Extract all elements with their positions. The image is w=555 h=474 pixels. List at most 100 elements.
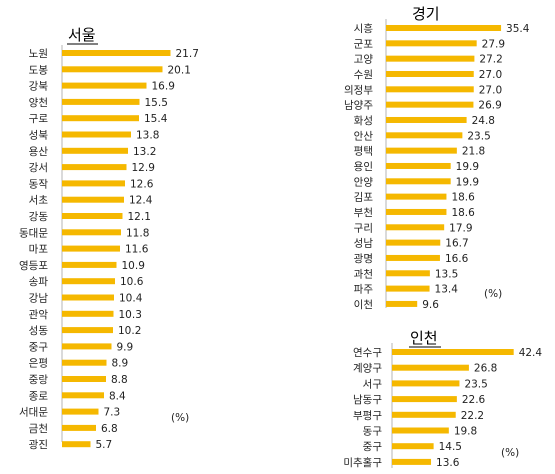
- seoul-bar: [62, 98, 140, 105]
- seoul-bar: [62, 245, 120, 252]
- seoul-value-label: 12.6: [130, 178, 154, 190]
- gyeonggi-category-label: 수원: [354, 69, 373, 81]
- incheon-value-label: 19.8: [454, 426, 477, 438]
- seoul-value-label: 13.8: [136, 130, 159, 142]
- seoul-bar: [62, 376, 106, 382]
- seoul-category-label: 성동: [29, 325, 49, 337]
- gyeonggi-category-label: 성남: [354, 238, 374, 250]
- gyeonggi-category-label: 김포: [354, 192, 374, 204]
- incheon-value-label: 13.6: [436, 457, 460, 469]
- gyeonggi-value-label: 13.4: [435, 284, 459, 296]
- gyeonggi-bar: [386, 193, 447, 200]
- gyeonggi-value-label: 16.6: [445, 253, 469, 265]
- incheon-title: 인천: [410, 329, 438, 347]
- gyeonggi-bar: [386, 178, 451, 185]
- incheon-category-label: 미추홀구: [343, 456, 382, 469]
- incheon-category-label: 서구: [363, 378, 383, 390]
- gyeonggi-category-label: 평택: [354, 146, 373, 158]
- incheon-value-label: 23.5: [464, 378, 487, 390]
- gyeonggi-category-label: 구리: [354, 222, 373, 234]
- gyeonggi-bar: [386, 116, 467, 123]
- gyeonggi-value-label: 19.9: [456, 161, 479, 173]
- gyeonggi-category-label: 고양: [354, 54, 374, 66]
- seoul-category-label: 종로: [29, 390, 49, 402]
- seoul-value-label: 9.9: [117, 341, 134, 353]
- incheon-bar: [392, 411, 456, 418]
- seoul-value-label: 10.3: [119, 309, 142, 321]
- seoul-value-label: 8.9: [112, 358, 129, 370]
- gyeonggi-value-label: 16.7: [445, 238, 468, 250]
- seoul-bar: [62, 164, 127, 171]
- seoul-value-label: 15.4: [144, 113, 168, 125]
- seoul-category-label: 강남: [29, 293, 49, 305]
- seoul-bar: [62, 441, 91, 448]
- incheon-bar: [392, 349, 514, 355]
- seoul-value-label: 7.3: [104, 407, 121, 419]
- seoul-value-label: 10.6: [120, 276, 144, 288]
- gyeonggi-category-label: 용인: [354, 161, 373, 173]
- seoul-bar: [62, 196, 124, 203]
- gyeonggi-value-label: 27.0: [479, 69, 502, 81]
- incheon-bar: [392, 364, 469, 371]
- seoul-value-label: 16.9: [152, 81, 175, 93]
- gyeonggi-bar: [386, 86, 474, 93]
- gyeonggi-category-label: 화성: [354, 115, 373, 127]
- seoul-value-label: 10.4: [119, 293, 143, 305]
- seoul-category-label: 양천: [29, 97, 48, 109]
- gyeonggi-value-label: 21.8: [462, 146, 485, 158]
- incheon-bars: 연수구 42.4 계양구 26.8 서구 23.5 남동구 22.6 부평구 22.2 동구 19.8…: [343, 347, 542, 469]
- gyeonggi-category-label: 광명: [354, 253, 373, 265]
- seoul-panel: 서울 노원 21.7 도봉 20.1 강북 16.9 양천 15.5 구로 15.4 성북 13.8 용…: [19, 26, 199, 451]
- seoul-category-label: 구로: [29, 113, 49, 125]
- gyeonggi-bar: [386, 55, 475, 62]
- incheon-unit: (%): [501, 447, 519, 459]
- incheon-value-label: 26.8: [474, 363, 497, 375]
- gyeonggi-bar: [386, 285, 430, 292]
- gyeonggi-value-label: 27.2: [479, 54, 502, 66]
- seoul-category-label: 성북: [29, 130, 49, 142]
- gyeonggi-bar: [386, 270, 430, 277]
- gyeonggi-value-label: 17.9: [449, 222, 472, 234]
- seoul-value-label: 12.4: [129, 195, 153, 207]
- seoul-bar: [62, 327, 113, 334]
- seoul-category-label: 도봉: [29, 64, 49, 76]
- seoul-bar: [62, 359, 107, 366]
- seoul-value-label: 12.9: [132, 162, 155, 174]
- incheon-bar: [392, 396, 457, 403]
- seoul-category-label: 서대문: [19, 407, 48, 419]
- incheon-value-label: 42.4: [519, 347, 543, 359]
- incheon-value-label: 14.5: [439, 441, 462, 453]
- gyeonggi-value-label: 9.6: [422, 299, 439, 311]
- seoul-bar: [62, 310, 114, 317]
- seoul-value-label: 15.5: [145, 97, 168, 109]
- seoul-category-label: 동작: [29, 178, 49, 190]
- gyeonggi-value-label: 18.6: [451, 207, 475, 219]
- gyeonggi-category-label: 군포: [354, 38, 374, 50]
- gyeonggi-category-label: 안양: [354, 176, 374, 188]
- gyeonggi-value-label: 27.9: [482, 38, 505, 50]
- incheon-value-label: 22.6: [462, 394, 486, 406]
- seoul-value-label: 10.2: [118, 325, 141, 337]
- gyeonggi-bar: [386, 162, 451, 169]
- seoul-bar: [62, 424, 96, 431]
- seoul-unit: (%): [171, 412, 189, 424]
- seoul-value-label: 8.8: [111, 374, 128, 386]
- gyeonggi-bar: [386, 224, 445, 231]
- seoul-value-label: 8.4: [109, 390, 126, 402]
- incheon-bar: [392, 458, 432, 465]
- seoul-value-label: 5.7: [96, 439, 113, 451]
- seoul-category-label: 강북: [29, 81, 49, 93]
- seoul-category-label: 노원: [29, 48, 48, 60]
- gyeonggi-value-label: 27.0: [479, 84, 502, 96]
- gyeonggi-category-label: 파주: [354, 284, 374, 296]
- incheon-category-label: 부평구: [353, 410, 382, 422]
- gyeonggi-category-label: 안산: [354, 130, 374, 142]
- gyeonggi-value-label: 19.9: [456, 176, 479, 188]
- seoul-category-label: 영등포: [19, 260, 48, 272]
- gyeonggi-bar: [386, 40, 477, 47]
- gyeonggi-value-label: 23.5: [467, 130, 490, 142]
- seoul-value-label: 12.1: [128, 211, 151, 223]
- gyeonggi-bar: [386, 70, 474, 77]
- seoul-value-label: 13.2: [133, 146, 156, 158]
